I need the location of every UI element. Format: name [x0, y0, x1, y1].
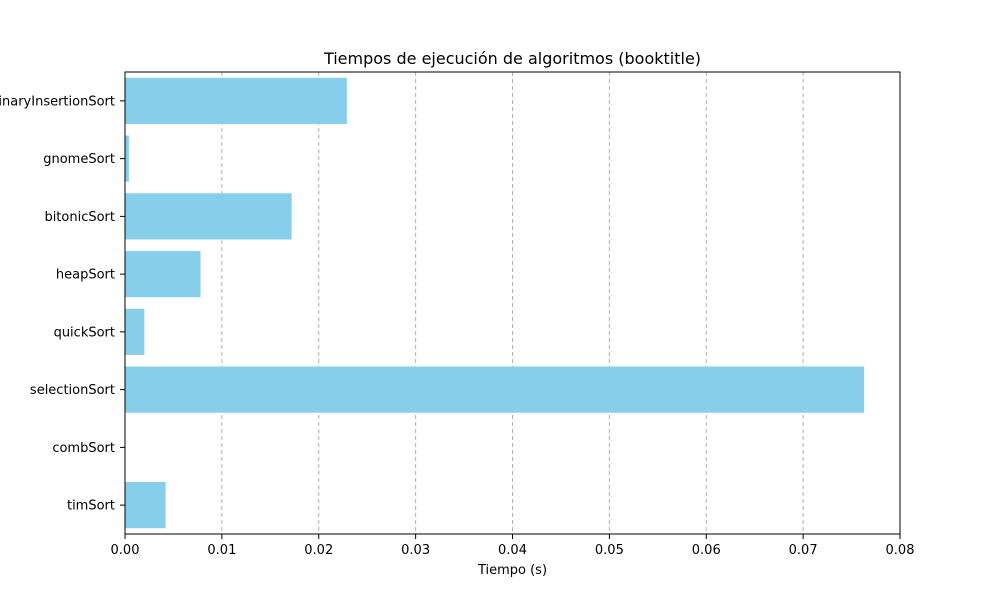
y-tick-label: bitonicSort — [44, 210, 115, 225]
chart-title: Tiempos de ejecución de algoritmos (book… — [323, 49, 701, 68]
x-axis-ticks: 0.00 0.01 0.02 0.03 0.04 0.05 0.06 0.07 0.08 — [111, 534, 915, 558]
y-tick-label: quickSort — [54, 325, 115, 340]
bars — [125, 77, 865, 529]
bar-selectionSort — [125, 366, 865, 413]
x-tick-label: 0.05 — [595, 543, 624, 558]
y-tick-label: heapSort — [56, 268, 115, 283]
y-tick-label: combSort — [52, 441, 115, 456]
x-axis-label: Tiempo (s) — [477, 563, 547, 578]
x-tick-label: 0.03 — [401, 543, 430, 558]
y-tick-label: gnomeSort — [43, 152, 115, 167]
y-tick-label: timSort — [67, 499, 115, 514]
x-tick-label: 0.08 — [886, 543, 915, 558]
grid-lines — [221, 72, 804, 534]
x-tick-label: 0.00 — [111, 543, 140, 558]
y-axis-ticks: timSort combSort selectionSort quickSort hea… — [0, 94, 125, 514]
bar-heapSort — [125, 251, 201, 298]
bar-bitonicSort — [125, 193, 292, 240]
x-tick-label: 0.06 — [692, 543, 721, 558]
bar-timSort — [125, 482, 166, 529]
y-tick-label: binaryInsertionSort — [0, 94, 115, 109]
x-tick-label: 0.07 — [789, 543, 818, 558]
bar-gnomeSort — [125, 135, 129, 182]
x-tick-label: 0.04 — [498, 543, 527, 558]
bar-quickSort — [125, 308, 145, 355]
y-tick-label: selectionSort — [30, 383, 115, 398]
x-tick-label: 0.01 — [207, 543, 236, 558]
bar-binaryInsertionSort — [125, 77, 347, 124]
x-tick-label: 0.02 — [304, 543, 333, 558]
